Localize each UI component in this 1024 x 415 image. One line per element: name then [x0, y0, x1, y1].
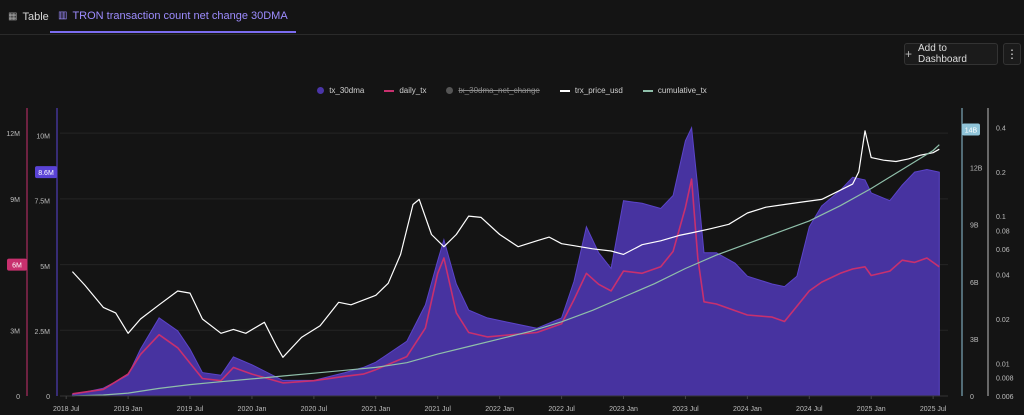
price-tick-label: 0.4	[996, 126, 1006, 133]
cumulative-tx-current-tag-bg	[962, 123, 980, 136]
cumulative-tx-tick-label: 9B	[970, 223, 979, 230]
price-tick-label: 0.08	[996, 228, 1010, 235]
daily-tx-tick-label: 0	[16, 394, 20, 401]
add-to-dashboard-label: Add to Dashboard	[918, 43, 967, 65]
daily-tx-current-tag-bg	[7, 258, 27, 271]
x-tick-label: 2024 Jan	[733, 406, 762, 413]
legend-item-tx-30dma-net-change[interactable]: tx_30dma_net_change	[446, 86, 540, 95]
cumulative-tx-tick-label: 0	[970, 394, 974, 401]
price-tick-label: 0.01	[996, 361, 1010, 368]
tx-30dma-tick-label: 2.5M	[34, 329, 50, 336]
tx-30dma-tick-label: 5M	[40, 264, 50, 271]
chart-icon: ▥	[58, 10, 68, 21]
legend-item-tx-30dma[interactable]: tx_30dma	[317, 86, 364, 95]
legend-swatch	[384, 89, 395, 92]
tab-table[interactable]: ▦ Table	[8, 0, 49, 33]
legend-label: cumulative_tx	[657, 86, 707, 95]
cumulative-tx-tick-label: 12B	[970, 166, 983, 173]
cumulative-tx-current-tag: 14B	[965, 128, 978, 135]
add-to-dashboard-button[interactable]: + Add to Dashboard	[904, 43, 998, 65]
price-tick-label: 0.1	[996, 214, 1006, 221]
daily-tx-tick-label: 3M	[10, 328, 20, 335]
legend-swatch	[642, 89, 653, 92]
legend-swatch	[559, 89, 570, 92]
tab-chart-label: TRON transaction count net change 30DMA	[72, 9, 288, 22]
cumulative-tx-tick-label: 6B	[970, 280, 979, 287]
table-icon: ▦	[8, 11, 18, 22]
plus-icon: +	[905, 47, 913, 61]
x-tick-label: 2020 Jan	[238, 406, 267, 413]
x-tick-label: 2021 Jan	[361, 406, 390, 413]
legend-swatch	[446, 87, 454, 94]
tx-30dma-tick-label: 10M	[36, 134, 50, 141]
tx-30dma-current-tag: 8.6M	[38, 170, 54, 177]
x-tick-label: 2024 Jul	[796, 406, 823, 413]
daily-tx-tick-label: 9M	[10, 197, 20, 204]
price-tick-label: 0.006	[996, 394, 1014, 401]
x-tick-label: 2025 Jul	[920, 406, 947, 413]
legend-label: tx_30dma	[329, 86, 365, 95]
x-tick-label: 2018 Jul	[53, 406, 80, 413]
series-trx_price_usd	[71, 130, 940, 358]
tx-30dma-tick-label: 7.5M	[34, 199, 50, 206]
x-tick-label: 2023 Jul	[672, 406, 699, 413]
series-cumulative_tx	[72, 144, 940, 397]
tx-30dma-tick-label: 0	[46, 394, 50, 401]
legend-item-cumulative-tx[interactable]: cumulative_tx	[642, 86, 707, 95]
price-tick-label: 0.04	[996, 273, 1010, 280]
x-tick-label: 2022 Jul	[548, 406, 575, 413]
daily-tx-tick-label: 12M	[6, 131, 20, 138]
cumulative-tx-tick-label: 3B	[970, 337, 979, 344]
legend-label: daily_tx	[399, 86, 427, 95]
x-tick-label: 2022 Jan	[485, 406, 514, 413]
series-daily_tx	[72, 178, 940, 395]
legend-item-trx-price-usd[interactable]: trx_price_usd	[559, 86, 623, 95]
tab-table-label: Table	[22, 10, 49, 23]
x-tick-label: 2023 Jan	[609, 406, 638, 413]
more-options-button[interactable]: ⋮	[1003, 43, 1021, 65]
x-tick-label: 2019 Jul	[177, 406, 204, 413]
price-tick-label: 0.008	[996, 376, 1014, 383]
tx-30dma-current-tag-bg	[35, 166, 57, 179]
x-tick-label: 2019 Jan	[114, 406, 143, 413]
legend-label: tx_30dma_net_change	[458, 86, 540, 95]
daily-tx-current-tag: 6M	[12, 263, 22, 270]
x-tick-label: 2025 Jan	[857, 406, 886, 413]
price-tick-label: 0.2	[996, 170, 1006, 177]
price-tick-label: 0.02	[996, 317, 1010, 324]
legend-item-daily-tx[interactable]: daily_tx	[384, 86, 426, 95]
tab-bar: ▦ Table ▥ TRON transaction count net cha…	[0, 0, 1024, 35]
series-tx_30dma	[71, 125, 940, 397]
legend-swatch	[317, 87, 325, 94]
x-tick-label: 2020 Jul	[301, 406, 328, 413]
x-tick-label: 2021 Jul	[425, 406, 452, 413]
legend-label: trx_price_usd	[574, 86, 623, 95]
chart-legend: tx_30dma daily_tx tx_30dma_net_change tr…	[0, 86, 1024, 95]
tab-chart[interactable]: ▥ TRON transaction count net change 30DM…	[50, 0, 296, 33]
price-tick-label: 0.06	[996, 247, 1010, 254]
